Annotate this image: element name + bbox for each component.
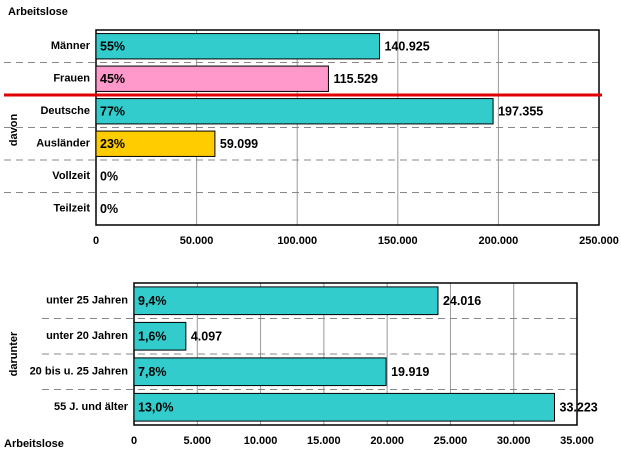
x-tick-label: 30.000 xyxy=(497,435,531,447)
bar xyxy=(95,98,494,125)
value-label: 4.097 xyxy=(191,330,222,344)
category-label: unter 20 Jahren xyxy=(46,330,128,342)
bar xyxy=(133,357,387,387)
y-axis-label: darunter xyxy=(8,331,20,376)
x-tick-label: 150.000 xyxy=(378,235,418,247)
bar xyxy=(133,321,187,351)
x-tick-label: 50.000 xyxy=(180,235,214,247)
x-tick-label: 20.000 xyxy=(370,435,404,447)
y-axis-label: davon xyxy=(8,114,20,147)
x-tick-label: 0 xyxy=(131,435,137,447)
x-tick-label: 0 xyxy=(93,235,99,247)
x-tick-label: 100.000 xyxy=(277,235,317,247)
plot-frame xyxy=(133,282,578,426)
x-tick-label: 25.000 xyxy=(434,435,468,447)
share-label: 9,4% xyxy=(138,294,167,308)
value-label: 33.223 xyxy=(560,401,598,415)
x-tick-label: 35.000 xyxy=(560,435,594,447)
bar xyxy=(95,130,216,157)
category-label: Männer xyxy=(51,40,91,52)
share-label: 0% xyxy=(100,170,118,184)
chart-title: Arbeitslose xyxy=(8,6,68,18)
share-label: 13,0% xyxy=(138,401,173,415)
value-label: 19.919 xyxy=(391,365,429,379)
share-label: 1,6% xyxy=(138,330,167,344)
x-tick-label: 15.000 xyxy=(307,435,341,447)
x-tick-label: 200.000 xyxy=(479,235,519,247)
bar xyxy=(133,392,556,422)
x-tick-label: 5.000 xyxy=(184,435,212,447)
bar xyxy=(133,286,439,316)
share-label: 0% xyxy=(100,202,118,216)
bar xyxy=(95,65,329,92)
x-tick-label: 250.000 xyxy=(579,235,619,247)
value-label: 59.099 xyxy=(220,137,258,151)
share-label: 23% xyxy=(100,137,125,151)
share-label: 45% xyxy=(100,72,125,86)
category-label: Ausländer xyxy=(36,138,91,150)
x-tick-label: 10.000 xyxy=(244,435,278,447)
category-label: Teilzeit xyxy=(54,203,91,215)
category-label: Vollzeit xyxy=(52,170,90,182)
share-label: 55% xyxy=(100,40,125,54)
share-label: 77% xyxy=(100,105,125,119)
category-label: Deutsche xyxy=(40,105,90,117)
value-label: 24.016 xyxy=(443,294,481,308)
bar xyxy=(95,33,381,60)
x-axis-label: Arbeitslose xyxy=(4,438,64,450)
value-label: 197.355 xyxy=(498,105,543,119)
category-label: 20 bis u. 25 Jahren xyxy=(30,366,129,378)
category-label: unter 25 Jahren xyxy=(46,295,128,307)
value-label: 115.529 xyxy=(333,72,378,86)
value-label: 140.925 xyxy=(385,40,430,54)
share-label: 7,8% xyxy=(138,365,167,379)
category-label: Frauen xyxy=(53,73,90,85)
plot-frame xyxy=(95,29,600,226)
category-label: 55 J. und älter xyxy=(54,401,129,413)
